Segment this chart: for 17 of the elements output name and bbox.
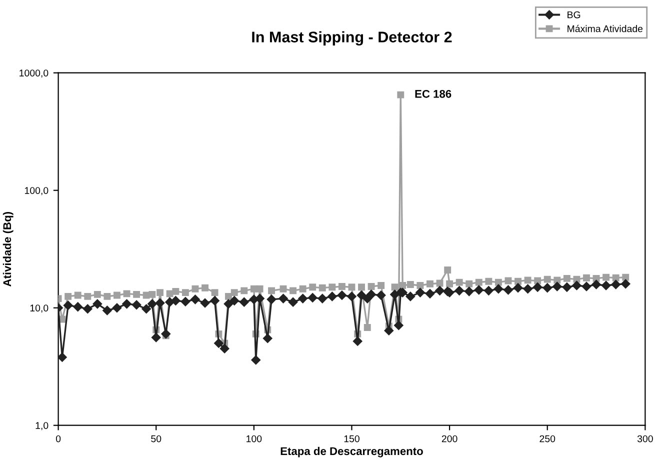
legend-label: BG (568, 11, 580, 18)
x-tick-label: 300 (637, 435, 653, 442)
y-tick-label: 100,0 (24, 187, 48, 196)
legend-label: Máxima Atividade (568, 24, 643, 32)
x-axis-title: Etapa de Descarregamento (280, 446, 423, 458)
y-axis-title: Atividade (Bq) (2, 212, 14, 286)
x-tick-label: 100 (246, 435, 262, 442)
x-tick-label: 50 (151, 435, 162, 442)
annotation: EC 186 (415, 90, 452, 98)
y-tick-label: 1000,0 (20, 70, 48, 78)
y-tick-label: 1,0 (36, 422, 48, 430)
x-tick-label: 150 (344, 435, 360, 442)
x-tick-label: 0 (56, 435, 61, 442)
chart-title: In Mast Sipping - Detector 2 (252, 31, 452, 46)
x-tick-label: 200 (442, 435, 458, 442)
y-tick-label: 10,0 (30, 304, 48, 313)
x-tick-label: 250 (540, 435, 556, 442)
